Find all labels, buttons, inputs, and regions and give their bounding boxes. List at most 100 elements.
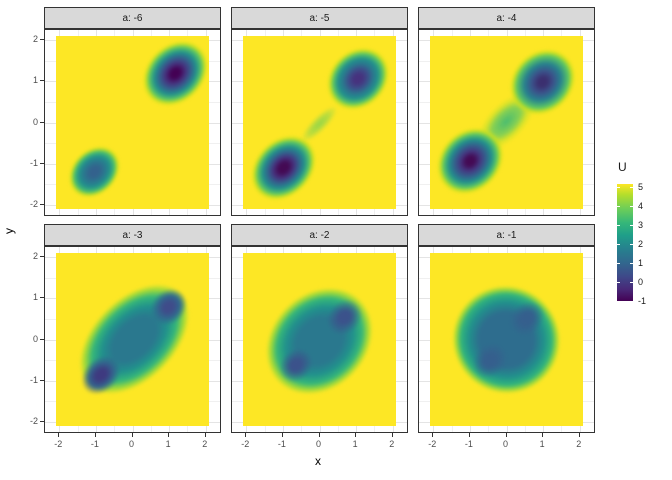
x-axis-tick-label: 2	[202, 439, 208, 449]
heatmap-tile-area	[242, 253, 397, 426]
x-axis-tick	[542, 433, 544, 437]
y-axis-tick	[40, 121, 44, 123]
y-axis-tick-label: 1	[32, 292, 38, 303]
potential-well-blob	[429, 260, 584, 419]
facet-cell-a-1: a: -1 -2 -1 0 1 2	[418, 224, 595, 449]
facet-cell-a-4: a: -4	[418, 7, 595, 216]
x-axis-tick-label: -2	[241, 439, 250, 449]
facet-strip-label: a: -6	[44, 7, 221, 29]
colorbar-tick-label: 0	[638, 277, 644, 288]
x-axis-tick	[281, 433, 283, 437]
potential-well-blob	[295, 100, 344, 149]
heatmap-panel	[418, 29, 595, 216]
heatmap-tile-area	[429, 253, 584, 426]
y-axis-tick-label: 2	[32, 251, 38, 262]
y-axis-tick-label: 0	[32, 116, 38, 127]
colorbar-tick-left	[617, 225, 620, 227]
facet-cell-a-3: a: -3 -2 -1 0 1 2 -2 -1 0 1 2	[30, 224, 221, 449]
colorbar-tick-left	[617, 282, 620, 284]
potential-well-blob	[242, 262, 397, 421]
heatmap-panel	[44, 29, 221, 216]
colorbar-legend: U 5 4 3 2 1 0 -1	[606, 160, 670, 335]
legend-title: U	[618, 160, 627, 174]
y-axis-tick	[40, 203, 44, 205]
y-axis-tick-label: 1	[32, 75, 38, 86]
x-axis-tick	[204, 433, 206, 437]
x-axis-tick	[505, 433, 507, 437]
y-axis-tick	[40, 162, 44, 164]
y-axis-tick	[40, 39, 44, 41]
x-axis-tick	[468, 433, 470, 437]
colorbar-tick-right	[630, 187, 633, 189]
x-axis-tick-label: -1	[464, 439, 473, 449]
x-axis-tick	[355, 433, 357, 437]
x-axis-tick	[168, 433, 170, 437]
heatmap-tile-area	[429, 36, 584, 209]
facet-strip-label: a: -2	[231, 224, 408, 246]
colorbar-tick-right	[630, 301, 633, 303]
heatmap-tile-area	[55, 253, 210, 426]
x-axis-tick	[245, 433, 247, 437]
facet-strip-label: a: -1	[418, 224, 595, 246]
colorbar-tick-label: -1	[638, 296, 647, 307]
y-axis-tick-label: 0	[32, 333, 38, 344]
potential-well-blob	[57, 134, 132, 209]
facet-cell-a-5: a: -5	[231, 7, 408, 216]
colorbar-tick-left	[617, 206, 620, 208]
x-axis-tick-label: -1	[277, 439, 286, 449]
y-axis-tick-label: -2	[29, 198, 38, 209]
potential-well-blob	[55, 259, 210, 420]
colorbar-tick-left	[617, 263, 620, 265]
x-axis-tick	[391, 433, 393, 437]
x-axis-tick-label: 0	[128, 439, 134, 449]
heatmap-panel	[418, 246, 595, 433]
colorbar-tick-label: 1	[638, 258, 644, 269]
y-axis-tick	[40, 80, 44, 82]
x-axis-tick-label: -2	[54, 439, 63, 449]
colorbar-tick-label: 3	[638, 220, 644, 231]
x-axis-tick-label: 0	[502, 439, 508, 449]
colorbar-tick-right	[630, 206, 633, 208]
colorbar-tick-right	[630, 263, 633, 265]
x-axis-tick	[94, 433, 96, 437]
y-axis-tick	[40, 420, 44, 422]
x-axis-tick-label: 1	[539, 439, 545, 449]
facet-cell-a-6: a: -6 -2 -1 0 1 2	[30, 7, 221, 216]
colorbar-tick-right	[630, 282, 633, 284]
heatmap-panel	[231, 29, 408, 216]
heatmap-tile-area	[55, 36, 210, 209]
y-axis-tick-label: -2	[29, 415, 38, 426]
colorbar-tick-left	[617, 301, 620, 303]
x-axis-tick	[131, 433, 133, 437]
y-axis-tick	[40, 379, 44, 381]
facet-cell-a-2: a: -2 -2 -1 0 1 2	[231, 224, 408, 449]
y-axis-tick	[40, 338, 44, 340]
y-axis-tick-label: 2	[32, 34, 38, 45]
colorbar-tick-left	[617, 244, 620, 246]
x-axis-tick	[58, 433, 60, 437]
heatmap-tile-area	[242, 36, 397, 209]
x-axis-tick-label: 0	[315, 439, 321, 449]
facet-strip-label: a: -5	[231, 7, 408, 29]
heatmap-panel	[44, 246, 221, 433]
facet-strip-label: a: -3	[44, 224, 221, 246]
colorbar-tick-label: 2	[638, 239, 644, 250]
x-axis-tick	[578, 433, 580, 437]
y-axis-tick-label: -1	[29, 374, 38, 385]
heatmap-panel	[231, 246, 408, 433]
x-axis-tick	[432, 433, 434, 437]
y-axis-tick	[40, 256, 44, 258]
x-axis-tick-label: 2	[576, 439, 582, 449]
x-axis-tick-label: 2	[389, 439, 395, 449]
y-axis-tick-label: -1	[29, 157, 38, 168]
y-axis-tick	[40, 297, 44, 299]
colorbar-tick-right	[630, 244, 633, 246]
x-axis-tick-label: 1	[165, 439, 171, 449]
facet-strip-label: a: -4	[418, 7, 595, 29]
y-axis-title: y	[2, 228, 16, 234]
colorbar-tick-right	[630, 225, 633, 227]
x-axis-tick-label: 1	[352, 439, 358, 449]
x-axis-tick-label: -2	[428, 439, 437, 449]
x-axis-tick	[318, 433, 320, 437]
